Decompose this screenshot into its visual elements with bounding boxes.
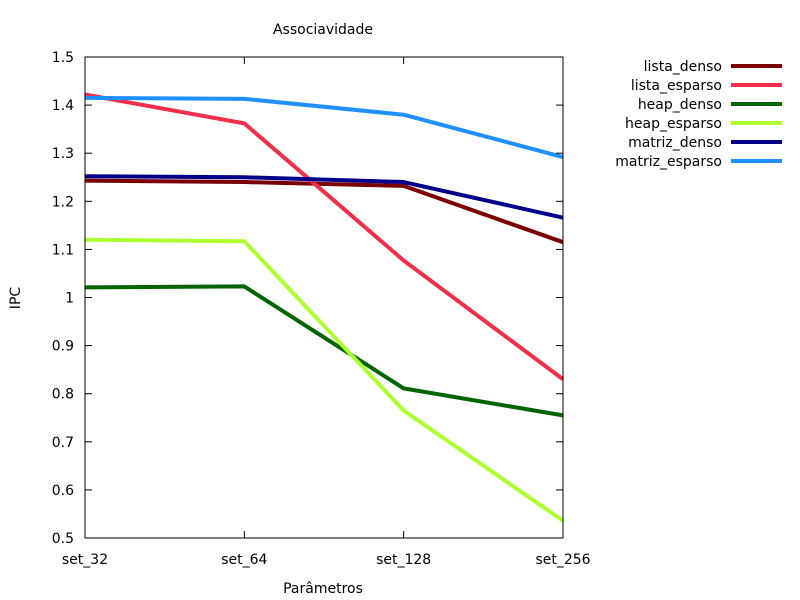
y-tick-label: 1.2 xyxy=(52,194,74,210)
legend-label: heap_denso xyxy=(638,97,722,113)
x-tick-label: set_256 xyxy=(535,552,590,568)
legend-label: lista_esparso xyxy=(631,78,722,94)
y-tick-label: 0.9 xyxy=(52,339,74,355)
series-line-matriz_esparso xyxy=(84,95,564,159)
y-tick-label: 0.6 xyxy=(52,483,74,499)
legend-label: heap_esparso xyxy=(625,116,722,132)
y-tick-label: 0.7 xyxy=(52,435,74,451)
plot-frame xyxy=(84,56,564,539)
series-line-heap_esparso xyxy=(84,237,565,523)
series-line-lista_esparso xyxy=(84,92,565,381)
legend-label: matriz_denso xyxy=(628,135,722,151)
y-tick-label: 1.3 xyxy=(52,146,74,162)
y-tick-label: 1 xyxy=(65,291,74,307)
series-layer xyxy=(84,92,565,523)
legend-label: matriz_esparso xyxy=(615,154,722,170)
y-tick-label: 1.5 xyxy=(52,50,74,66)
series-line-matriz_denso xyxy=(84,174,564,220)
x-tick-label: set_64 xyxy=(221,552,267,568)
legend: lista_denso lista_esparso heap_denso heap_e… xyxy=(615,59,782,170)
y-tick-label: 0.8 xyxy=(52,387,74,403)
series-line-heap_denso xyxy=(84,284,564,418)
x-axis-label: Parâmetros xyxy=(283,581,363,597)
x-tick-label: set_32 xyxy=(62,552,108,568)
y-tick-label: 0.5 xyxy=(52,531,74,547)
chart-title: Associavidade xyxy=(273,22,373,38)
y-tick-label: 1.1 xyxy=(52,242,74,258)
tick-layer: 0.5 0.6 0.7 0.8 0.9 1 1.1 1.2 1.3 1.4 1.5 set_32 set… xyxy=(52,50,591,568)
legend-label: lista_denso xyxy=(644,59,722,75)
y-tick-label: 1.4 xyxy=(52,98,74,114)
x-tick-label: set_128 xyxy=(376,552,431,568)
series-line-lista_denso xyxy=(84,178,564,245)
y-axis-label: IPC xyxy=(8,287,24,310)
